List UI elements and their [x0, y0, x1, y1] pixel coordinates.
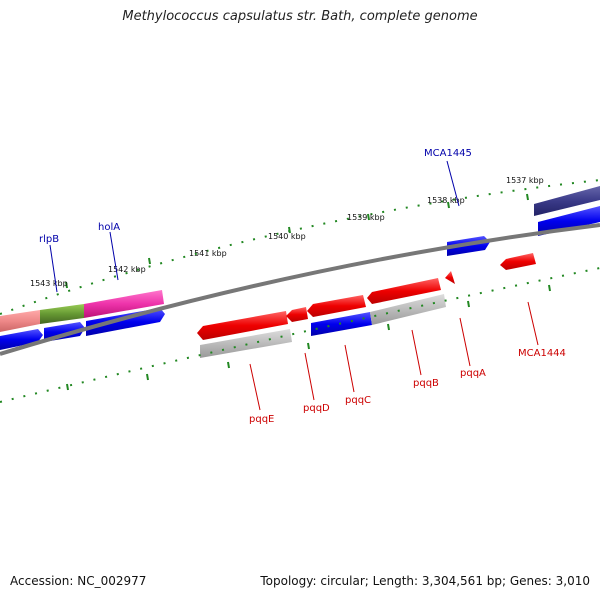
inner-tick-track — [0, 267, 600, 403]
genome-backbone — [0, 223, 600, 356]
gene-feature-salmon — [0, 310, 40, 332]
outer-tick-track — [0, 179, 600, 315]
inner-major-ticks — [66, 284, 551, 391]
map-title: Methylococcus capsulatus str. Bath, comp… — [122, 9, 478, 24]
gene-feature-pqqD — [286, 307, 308, 322]
accession-text: Accession: NC_002977 — [10, 574, 147, 588]
gene-feature-MCA1444 — [500, 253, 536, 270]
genome-info-text: Topology: circular; Length: 3,304,561 bp… — [260, 574, 590, 588]
gene-label-pqqE: pqqE — [249, 414, 274, 425]
tick-label-1543: 1543 kbp — [30, 279, 68, 288]
tick-label-1542: 1542 kbp — [108, 265, 146, 274]
gene-feature-pqqE — [197, 311, 288, 340]
gene-feature-holA-highlight — [84, 290, 164, 318]
scale-labels: 1543 kbp 1542 kbp 1541 kbp 1540 kbp 1539… — [30, 176, 544, 288]
tick-label-1539: 1539 kbp — [347, 213, 385, 222]
gene-label-pqqC: pqqC — [345, 395, 371, 406]
major-ticks — [65, 193, 529, 289]
gray-block-right — [370, 294, 446, 325]
forward-strand-features[interactable] — [0, 186, 600, 332]
gene-label-pqqD: pqqD — [303, 403, 330, 414]
gene-feature-blue-left-3 — [86, 308, 165, 336]
gene-label-holA: holA — [98, 222, 120, 233]
blue-block-lower — [311, 312, 372, 336]
gene-label-MCA1444: MCA1444 — [518, 348, 566, 359]
reverse-strand-features[interactable] — [0, 253, 536, 350]
gene-feature-navy — [534, 186, 600, 216]
gene-feature-pqqA — [445, 271, 455, 284]
gene-feature-olive — [40, 304, 84, 324]
gene-label-pqqB: pqqB — [413, 378, 439, 389]
leader-lines — [49, 160, 539, 411]
tick-label-1541: 1541 kbp — [189, 249, 227, 258]
gene-labels: rlpB holA MCA1445 pqqE pqqD pqqC pqqB pq… — [39, 148, 566, 425]
tick-label-1540: 1540 kbp — [268, 232, 306, 241]
gene-label-pqqA: pqqA — [460, 368, 486, 379]
gene-label-rlpB: rlpB — [39, 234, 59, 245]
gene-feature-pqqC — [307, 295, 366, 317]
gene-feature-blue-right — [538, 206, 600, 236]
gene-label-MCA1445: MCA1445 — [424, 148, 472, 159]
tick-label-1537: 1537 kbp — [506, 176, 544, 185]
tick-label-1538: 1538 kbp — [427, 196, 465, 205]
gene-feature-blue-left-1 — [0, 329, 43, 350]
gene-feature-pqqB — [367, 278, 441, 304]
